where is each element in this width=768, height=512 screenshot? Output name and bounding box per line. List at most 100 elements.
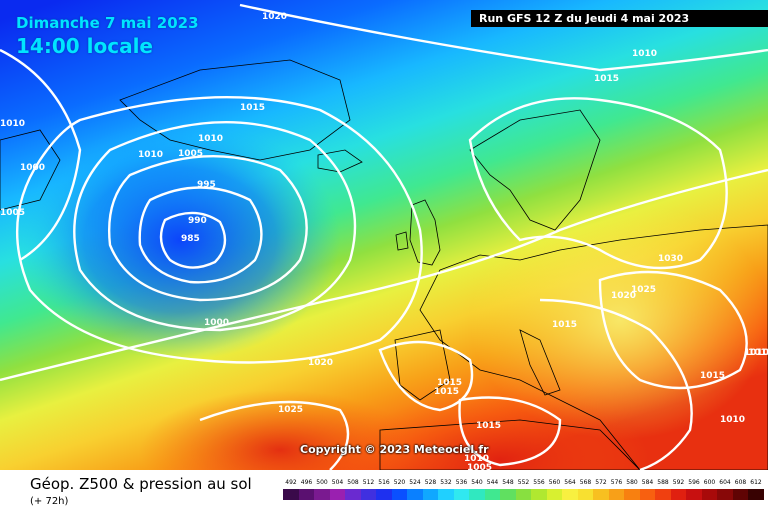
iberia-coast [394, 329, 451, 401]
scale-tick-label: 496 [300, 479, 313, 486]
scale-tick-label: 528 [424, 479, 437, 486]
isobar-label: 1020 [262, 12, 287, 22]
isobar-line [138, 186, 263, 284]
isobar-label: 1015 [476, 421, 501, 431]
legend-footer: Géop. Z500 & pression au sol (+ 72h) 492… [0, 470, 768, 512]
isobar-label: 1005 [178, 149, 203, 159]
scale-color-cell [717, 489, 733, 500]
isobar-label: 1020 [611, 291, 636, 301]
scale-tick-label: 508 [347, 479, 359, 486]
scale-color-cell [562, 489, 578, 500]
isobar-label: 1015 [240, 103, 265, 113]
scale-color-cell [546, 489, 563, 500]
isobar-line [458, 396, 562, 467]
ireland-coast [395, 231, 409, 251]
scale-tick-label: 600 [703, 479, 716, 486]
scale-color-cell [345, 489, 361, 500]
isobar-label: 1020 [308, 358, 333, 368]
scale-tick-label: 612 [750, 479, 762, 486]
isobar-line [73, 121, 357, 332]
scale-color-cell [593, 489, 609, 500]
scale-color-cell [531, 489, 547, 500]
scale-color-cell [515, 489, 532, 500]
greenland-coast [119, 59, 351, 161]
scale-color-cell [639, 489, 656, 500]
coastlines [0, 59, 768, 470]
isobar-label: 1015 [552, 320, 577, 330]
scale-color-cell [686, 489, 702, 500]
isobar-label: 1010 [464, 454, 489, 464]
scale-color-cell [376, 489, 392, 500]
scale-tick-label: 604 [719, 479, 731, 486]
scale-tick-label: 564 [564, 479, 576, 486]
scale-color-cell [438, 489, 454, 500]
isobar-label: 995 [197, 180, 216, 190]
scale-color-cell [655, 489, 671, 500]
isobar-label: 1015 [700, 371, 725, 381]
subtropical-high-shading [350, 390, 650, 470]
forecast-date: Dimanche 7 mai 2023 [16, 14, 199, 32]
scale-tick-label: 584 [641, 479, 654, 486]
scale-tick-label: 504 [331, 479, 344, 486]
copyright-notice: Copyright © 2023 Meteociel.fr [300, 443, 489, 456]
isobar-label: 1015 [748, 348, 768, 358]
isobar-label: 1010 [632, 49, 657, 59]
scale-tick-label: 512 [362, 479, 375, 486]
isobar-line [378, 340, 474, 412]
scale-color-cell [298, 489, 315, 500]
run-info: Run GFS 12 Z du Jeudi 4 mai 2023 [471, 10, 768, 27]
scale-tick-label: 556 [533, 479, 545, 486]
scale-tick-label: 592 [672, 479, 685, 486]
isobar-label: 1015 [434, 387, 459, 397]
isobar-line [539, 298, 693, 470]
scale-color-cell [577, 489, 594, 500]
isobar-label: 1015 [437, 378, 462, 388]
isobar-line [468, 97, 728, 270]
scale-tick-label: 580 [626, 479, 638, 486]
isobar-line [199, 400, 350, 470]
scale-color-cell [670, 489, 687, 500]
scale-color-cell [329, 489, 346, 500]
isobar-label: 1000 [20, 163, 45, 173]
scale-tick-label: 552 [517, 479, 530, 486]
isobar-label: 1010 [720, 415, 745, 425]
forecast-local-time: 14:00 locale [16, 34, 153, 58]
scale-color-cell [484, 489, 501, 500]
iceland-coast [317, 149, 363, 173]
ridge-shading [470, 200, 768, 440]
isobar-line [159, 211, 227, 269]
isobar-label: 1015 [594, 74, 619, 84]
scale-color-cell [469, 489, 485, 500]
north-africa-coast [379, 419, 641, 470]
scale-color-cell [453, 489, 470, 500]
isobar-label: 1005 [467, 463, 492, 470]
scale-tick-label: 544 [486, 479, 499, 486]
isobar-label: 1010 [0, 119, 25, 129]
scale-color-cell [624, 489, 640, 500]
scale-tick-label: 596 [688, 479, 700, 486]
scale-tick-label: 576 [610, 479, 623, 486]
scale-color-cell [701, 489, 718, 500]
scale-color-cell [407, 489, 423, 500]
isobar-label: 1005 [0, 208, 25, 218]
scale-tick-label: 568 [579, 479, 592, 486]
scale-tick-label: 548 [502, 479, 514, 486]
isobar-label: 985 [181, 234, 200, 244]
scale-tick-label: 532 [440, 479, 452, 486]
scale-tick-label: 500 [316, 479, 328, 486]
europe-coast [419, 224, 768, 470]
scale-tick-label: 524 [409, 479, 421, 486]
scale-color-cell [608, 489, 625, 500]
scale-color-cell [732, 489, 749, 500]
isobar-lines [0, 3, 768, 470]
scale-color-cell [360, 489, 377, 500]
scale-color-cell [422, 489, 439, 500]
isobar-label: 990 [188, 216, 207, 226]
weather-map: 1020 1010 1015 1015 1010 1010 1005 1000 1005 995 9… [0, 0, 768, 470]
canada-coast [0, 129, 61, 211]
scale-color-cell [314, 489, 330, 500]
low-trough-shading [20, 120, 340, 360]
britain-coast [409, 199, 441, 266]
isobar-line [0, 48, 82, 262]
